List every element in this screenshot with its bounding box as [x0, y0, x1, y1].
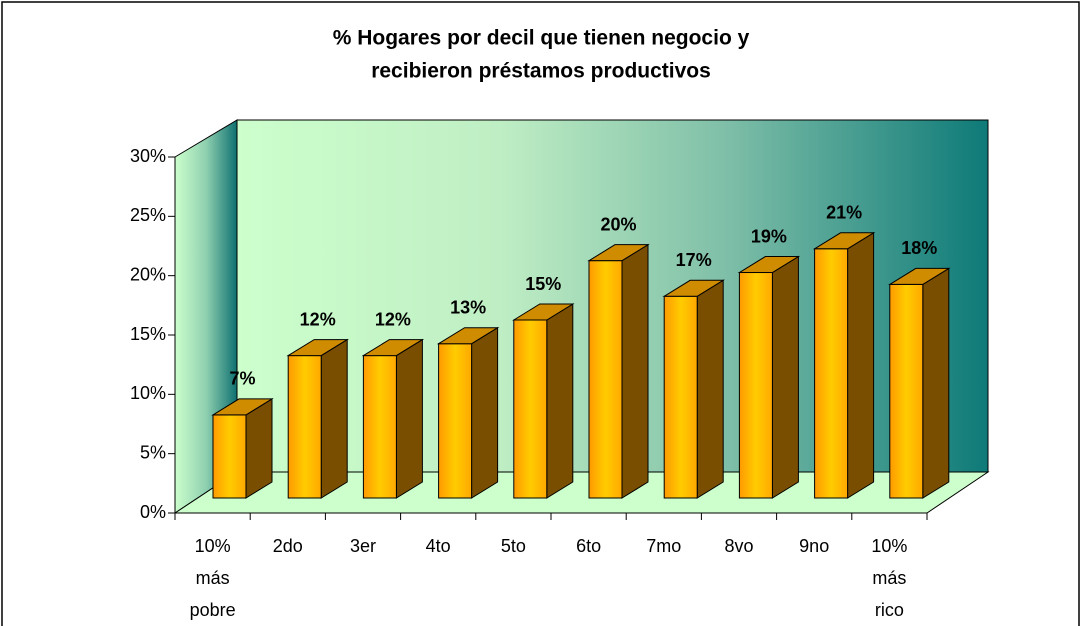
- chart-title: recibieron préstamos productivos: [371, 60, 711, 83]
- bar-top: [587, 244, 650, 262]
- bar-top: [286, 339, 349, 357]
- x-tick-label: 10% más rico: [871, 536, 907, 620]
- bar-top: [436, 327, 500, 345]
- bar: [212, 414, 247, 499]
- bar-side: [395, 338, 423, 499]
- bar: [738, 272, 773, 499]
- bar-side: [621, 243, 649, 499]
- x-tick-label: 3er: [350, 536, 376, 556]
- bar-side: [696, 279, 724, 499]
- y-tick-label: 5%: [140, 442, 166, 462]
- bar: [889, 283, 924, 499]
- data-label: 12%: [375, 309, 411, 329]
- bar: [438, 343, 473, 499]
- y-tick-label: 15%: [130, 324, 166, 344]
- data-label: 17%: [676, 250, 712, 270]
- bar-side: [847, 231, 875, 499]
- x-tick-label: 6to: [576, 536, 601, 556]
- x-tick-label: 5to: [501, 536, 526, 556]
- bar: [588, 260, 623, 499]
- bar-side: [320, 338, 348, 499]
- bar-top: [737, 256, 801, 274]
- x-tick-label: 7mo: [646, 536, 681, 556]
- bar-side: [771, 255, 799, 499]
- bar-top: [211, 398, 274, 416]
- y-tick-label: 20%: [130, 264, 166, 284]
- x-tick-label: 4to: [426, 536, 451, 556]
- y-tick-label: 0%: [140, 502, 166, 522]
- data-label: 19%: [751, 226, 787, 246]
- data-label: 7%: [229, 369, 255, 389]
- bar-top: [512, 303, 575, 321]
- data-label: 13%: [450, 297, 486, 317]
- bar-top: [812, 232, 876, 250]
- y-tick-label: 30%: [130, 146, 166, 166]
- x-tick-label: 10% más pobre: [190, 536, 236, 620]
- bar: [814, 248, 849, 499]
- data-label: 18%: [901, 238, 937, 258]
- bar-top: [662, 279, 725, 297]
- bar: [513, 319, 548, 499]
- bar: [287, 355, 322, 499]
- x-tick-label: 2do: [273, 536, 303, 556]
- bar-side: [471, 326, 499, 499]
- y-tick-label: 25%: [130, 205, 166, 225]
- data-label: 20%: [600, 214, 636, 234]
- bar-side: [245, 398, 273, 499]
- bar: [362, 355, 397, 499]
- data-label: 15%: [525, 274, 561, 294]
- chart-title: % Hogares por decil que tienen negocio y: [333, 27, 750, 50]
- data-label: 12%: [300, 309, 336, 329]
- bar: [663, 295, 698, 499]
- data-label: 21%: [826, 203, 862, 223]
- bar-top: [361, 339, 425, 357]
- x-tick-label: 9no: [799, 536, 829, 556]
- bar-top: [888, 267, 951, 285]
- y-tick-label: 10%: [130, 383, 166, 403]
- bar-side: [546, 303, 574, 499]
- bar-side: [922, 267, 950, 499]
- x-tick-label: 8vo: [724, 536, 753, 556]
